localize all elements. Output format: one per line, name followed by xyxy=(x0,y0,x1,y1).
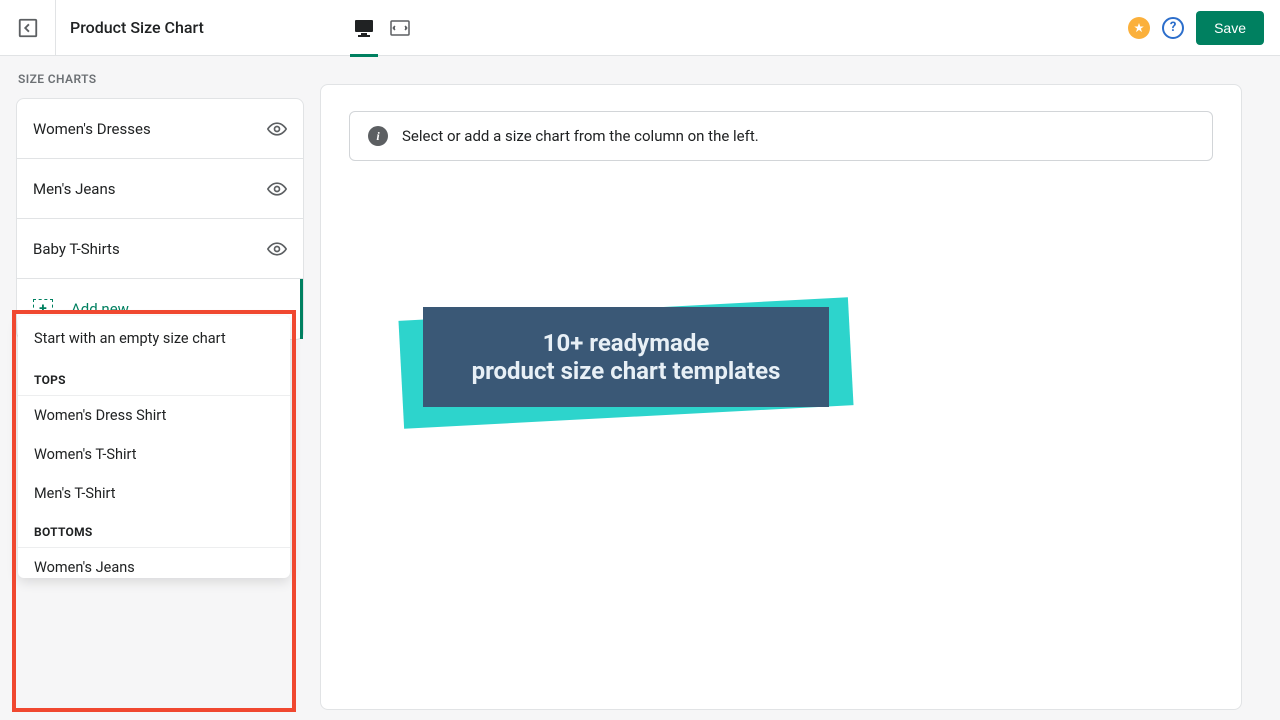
desktop-view-button[interactable] xyxy=(352,16,376,40)
main-panel: i Select or add a size chart from the co… xyxy=(320,84,1242,710)
sidebar-section-label: SIZE CHARTS xyxy=(16,72,304,86)
eye-icon xyxy=(267,182,287,196)
layout: SIZE CHARTS Women's Dresses Men's Jeans … xyxy=(0,56,1280,720)
dropdown-item-womens-dress-shirt[interactable]: Women's Dress Shirt xyxy=(18,396,290,435)
promo-line-2: product size chart templates xyxy=(472,357,781,385)
top-bar: Product Size Chart ? Save xyxy=(0,0,1280,56)
eye-icon xyxy=(267,122,287,136)
dropdown-empty-chart[interactable]: Start with an empty size chart xyxy=(18,316,290,361)
dropdown-item-womens-tshirt[interactable]: Women's T-Shirt xyxy=(18,435,290,474)
dropdown-header-bottoms: BOTTOMS xyxy=(18,513,290,548)
main-area: i Select or add a size chart from the co… xyxy=(320,56,1280,720)
fullwidth-icon xyxy=(390,20,410,36)
size-chart-list: Women's Dresses Men's Jeans Baby T-Shirt… xyxy=(16,98,304,340)
sidebar: SIZE CHARTS Women's Dresses Men's Jeans … xyxy=(0,56,320,720)
fullwidth-view-button[interactable] xyxy=(388,16,412,40)
back-icon xyxy=(17,17,39,39)
dropdown-item-mens-tshirt[interactable]: Men's T-Shirt xyxy=(18,474,290,513)
eye-icon xyxy=(267,242,287,256)
dropdown-header-tops: TOPS xyxy=(18,361,290,396)
view-toggles xyxy=(352,16,412,40)
save-button[interactable]: Save xyxy=(1196,11,1264,45)
info-text: Select or add a size chart from the colu… xyxy=(402,127,759,145)
promo-foreground: 10+ readymade product size chart templat… xyxy=(423,307,829,407)
chart-item-label: Baby T-Shirts xyxy=(33,240,120,258)
info-icon: i xyxy=(368,126,388,146)
visibility-button[interactable] xyxy=(267,242,287,256)
chart-item-mens-jeans[interactable]: Men's Jeans xyxy=(17,159,303,219)
chart-item-label: Men's Jeans xyxy=(33,180,116,198)
star-badge[interactable] xyxy=(1128,17,1150,39)
help-icon: ? xyxy=(1170,20,1176,35)
star-icon xyxy=(1133,22,1145,34)
desktop-icon xyxy=(354,19,374,37)
promo-line-1: 10+ readymade xyxy=(543,329,710,357)
back-button[interactable] xyxy=(0,0,56,56)
help-button[interactable]: ? xyxy=(1162,17,1184,39)
chart-item-baby-tshirts[interactable]: Baby T-Shirts xyxy=(17,219,303,279)
chart-item-label: Women's Dresses xyxy=(33,120,151,138)
page-title: Product Size Chart xyxy=(70,18,204,37)
chart-item-womens-dresses[interactable]: Women's Dresses xyxy=(17,99,303,159)
info-banner: i Select or add a size chart from the co… xyxy=(349,111,1213,161)
template-dropdown: Start with an empty size chart TOPS Wome… xyxy=(18,316,290,578)
visibility-button[interactable] xyxy=(267,122,287,136)
dropdown-item-womens-jeans[interactable]: Women's Jeans xyxy=(18,548,290,578)
visibility-button[interactable] xyxy=(267,182,287,196)
